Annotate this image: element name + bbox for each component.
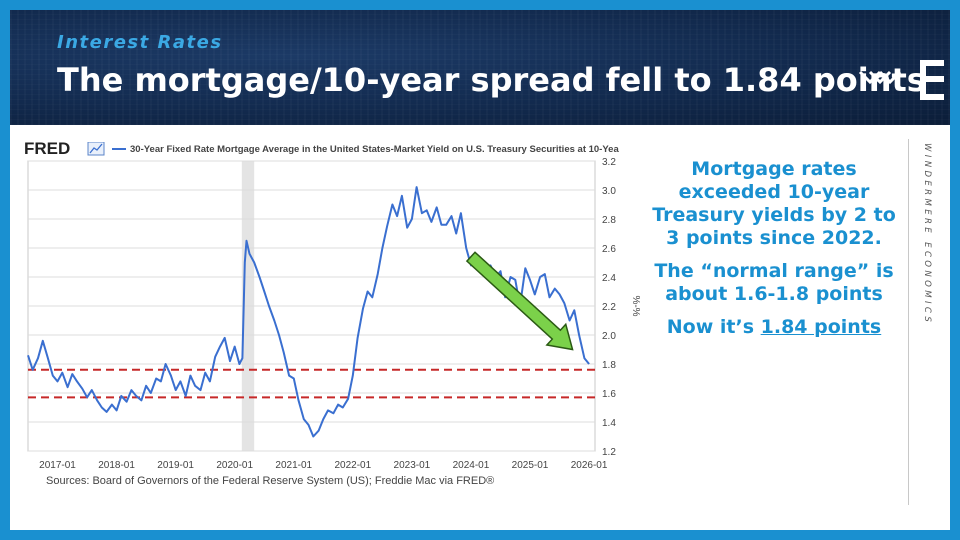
- y-tick-label: 1.8: [602, 360, 616, 371]
- fred-chart-icon: [87, 142, 105, 156]
- y-tick-label: 2.8: [602, 215, 616, 226]
- x-tick-label: 2020-01: [216, 460, 253, 471]
- x-tick-label: 2017-01: [39, 460, 76, 471]
- commentary-current: Now it’s 1.84 points: [646, 316, 902, 339]
- fred-chart: 3.2 3.0 2.8 2.6 2.4 2.2 2.0 1.8 1.6 1.4 1.2 2017-01…: [22, 142, 643, 493]
- y-tick-label: 1.2: [602, 447, 616, 458]
- section-eyebrow: Interest Rates: [57, 32, 223, 53]
- y-tick-label: 2.2: [602, 302, 616, 313]
- y-tick-label: 3.0: [602, 186, 616, 197]
- y-tick-label: 2.6: [602, 244, 616, 255]
- trend-arrow: [465, 251, 574, 351]
- chart-title: 30-Year Fixed Rate Mortgage Average in t…: [130, 144, 619, 155]
- slide-title: The mortgage/10-year spread fell to 1.84…: [57, 61, 926, 99]
- chart-sources: Sources: Board of Governors of the Feder…: [46, 475, 495, 487]
- slide-header: Interest Rates The mortgage/10-year spre…: [10, 10, 950, 125]
- commentary-normal-range: The “normal range” is about 1.6-1.8 poin…: [654, 260, 894, 305]
- x-tick-label: 2022-01: [334, 460, 371, 471]
- x-tick-label: 2025-01: [512, 460, 549, 471]
- fred-logo: FRED: [24, 142, 70, 158]
- x-tick-label: 2019-01: [157, 460, 194, 471]
- commentary: Mortgage rates exceeded 10-year Treasury…: [646, 158, 902, 349]
- y-axis-label: %-%: [630, 295, 641, 316]
- commentary-spread: Mortgage rates exceeded 10-year Treasury…: [652, 158, 896, 249]
- x-tick-label: 2024-01: [453, 460, 490, 471]
- y-tick-label: 2.4: [602, 273, 616, 284]
- windermere-logo-icon: [858, 60, 944, 100]
- x-tick-label: 2023-01: [394, 460, 431, 471]
- y-tick-label: 3.2: [602, 157, 616, 168]
- x-tick-label: 2021-01: [275, 460, 312, 471]
- y-tick-label: 1.4: [602, 418, 616, 429]
- x-tick-label: 2026-01: [571, 460, 608, 471]
- trend-arrow-shape: [465, 251, 574, 351]
- commentary-current-prefix: Now it’s: [666, 316, 761, 338]
- y-tick-label: 2.0: [602, 331, 616, 342]
- fred-chart-icon-line: [89, 143, 103, 154]
- brand-vertical-text: WINDERMERE ECONOMICS: [922, 143, 932, 326]
- commentary-current-value: 1.84 points: [760, 316, 882, 338]
- x-tick-label: 2018-01: [98, 460, 135, 471]
- y-tick-label: 1.6: [602, 389, 616, 400]
- chart-svg: 3.2 3.0 2.8 2.6 2.4 2.2 2.0 1.8 1.6 1.4 1.2 2017-01…: [24, 142, 641, 471]
- divider: [908, 139, 909, 505]
- slide-content: 3.2 3.0 2.8 2.6 2.4 2.2 2.0 1.8 1.6 1.4 1.2 2017-01…: [10, 125, 950, 530]
